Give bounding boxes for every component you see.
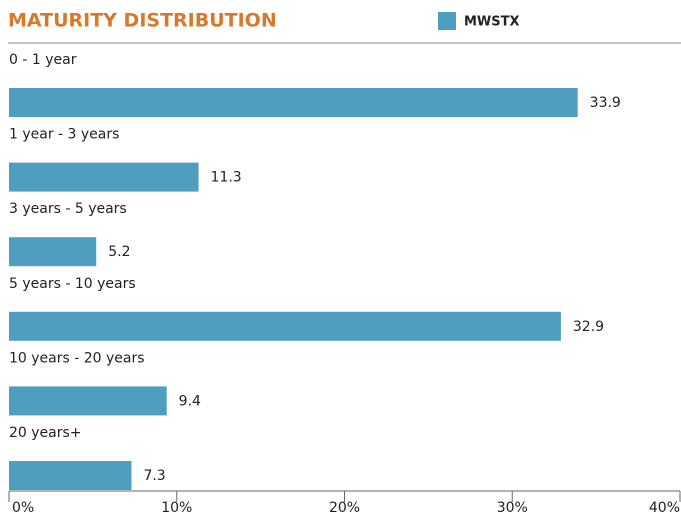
x-tick-label: 0%	[12, 500, 34, 516]
value-label: 5.2	[108, 244, 130, 260]
bar	[9, 386, 167, 416]
legend-swatch	[438, 12, 456, 30]
value-label: 7.3	[143, 468, 165, 484]
value-label: 9.4	[179, 393, 201, 409]
value-label: 32.9	[573, 319, 604, 335]
bar	[9, 162, 199, 192]
category-label: 1 year - 3 years	[9, 127, 119, 143]
category-label: 5 years - 10 years	[9, 276, 136, 292]
value-label: 33.9	[590, 95, 621, 111]
chart-title: MATURITY DISTRIBUTION	[8, 10, 277, 32]
value-label: 11.3	[211, 170, 242, 186]
bar	[9, 461, 132, 490]
x-tick-label: 40%	[649, 500, 680, 516]
category-label: 20 years+	[9, 425, 82, 441]
x-tick-label: 20%	[329, 500, 360, 516]
bar	[9, 311, 561, 341]
bar	[9, 88, 578, 117]
legend-label: MWSTX	[464, 15, 520, 30]
category-label: 10 years - 20 years	[9, 350, 145, 366]
bar	[9, 237, 97, 267]
category-label: 3 years - 5 years	[9, 201, 127, 217]
x-tick-label: 30%	[497, 500, 528, 516]
category-label: 0 - 1 year	[9, 52, 77, 68]
x-tick-label: 10%	[161, 500, 192, 516]
